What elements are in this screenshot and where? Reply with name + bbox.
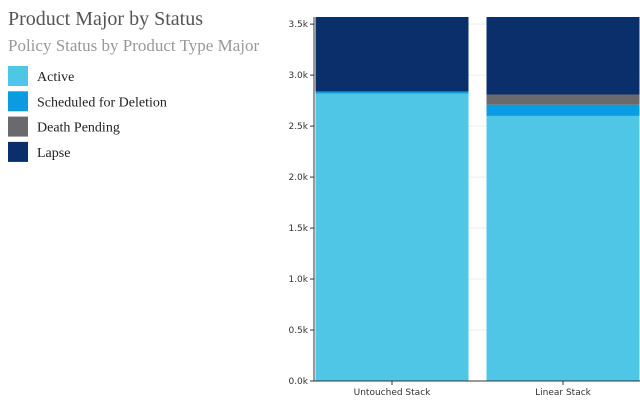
chart-subtitle: Policy Status by Product Type Major	[8, 36, 259, 55]
legend-label: Lapse	[37, 146, 70, 161]
bar-segment	[315, 91, 469, 94]
y-tick-label: 3.0k	[288, 71, 308, 81]
chart-title: Product Major by Status	[8, 8, 203, 30]
legend-swatch	[8, 66, 28, 86]
legend-swatch	[8, 141, 28, 162]
bar-segment	[486, 104, 640, 116]
bar-segment	[486, 115, 640, 381]
legend-label: Active	[37, 70, 74, 85]
x-tick-label: Untouched Stack	[354, 388, 431, 398]
legend-swatch	[8, 116, 28, 137]
y-tick-label: 2.0k	[288, 173, 308, 183]
legend-swatch	[8, 91, 28, 112]
y-tick-label: 0.5k	[288, 326, 308, 336]
legend-label: Death Pending	[37, 121, 120, 136]
bar-segment	[315, 17, 469, 92]
y-tick-label: 1.5k	[288, 224, 308, 234]
bar-segment	[486, 17, 640, 95]
y-tick-label: 3.5k	[288, 20, 308, 30]
y-tick-label: 2.5k	[288, 122, 308, 132]
x-tick-label: Linear Stack	[535, 388, 592, 398]
bar-segment	[315, 93, 469, 382]
bar-segment	[486, 94, 640, 105]
legend-label: Scheduled for Deletion	[37, 95, 167, 110]
y-tick-label: 1.0k	[288, 275, 308, 285]
y-tick-label: 0.0k	[288, 377, 308, 387]
